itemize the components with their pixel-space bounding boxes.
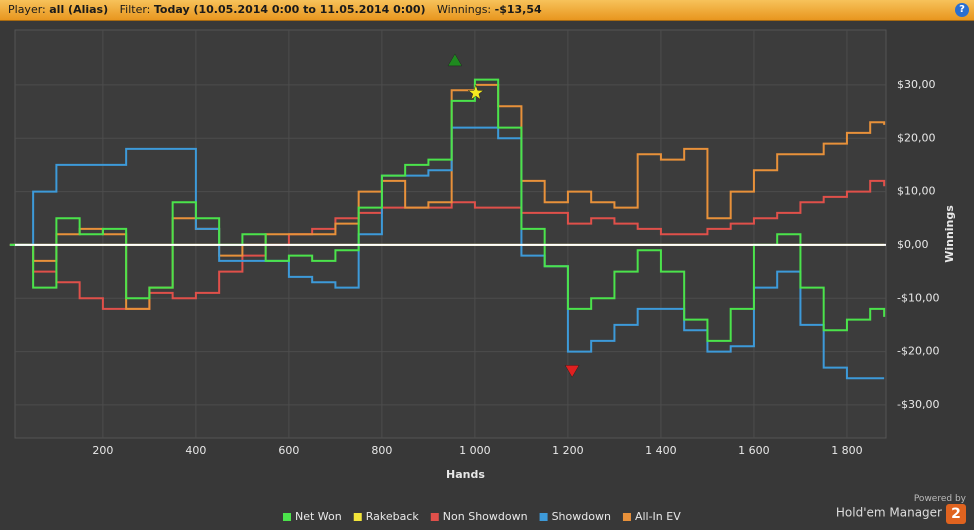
legend-label: Net Won: [295, 510, 342, 523]
legend-swatch: [283, 513, 291, 521]
x-tick-label: 400: [185, 444, 206, 457]
annotation-marker: [447, 53, 463, 67]
powered-by: Powered by: [913, 494, 966, 504]
legend-label: Rakeback: [366, 510, 420, 523]
winnings-label: Winnings:: [437, 3, 492, 16]
x-tick-label: 1 200: [552, 444, 584, 457]
y-tick-label: $20,00: [897, 131, 936, 144]
chart: -$30,00 -$20,00 -$10,00 $0,00 $10,00 $20,00 $3…: [9, 29, 956, 523]
logo: 2: [946, 504, 966, 524]
legend-swatch: [622, 513, 631, 521]
x-tick-label: 200: [92, 444, 113, 457]
x-tick-label: 800: [371, 444, 392, 457]
plot-area: [14, 29, 887, 439]
branding: Powered by Hold'em Manager 2: [836, 494, 966, 524]
legend: Net Won Rakeback Non Showdown Showdown All-I…: [283, 510, 681, 523]
y-tick-label: -$30,00: [897, 398, 939, 411]
header-bar: Player: all (Alias) Filter: Today (10.05…: [0, 0, 974, 21]
series-line: [9, 78, 886, 342]
winnings: -$13,54: [494, 3, 542, 16]
y-axis-label: Winnings: [943, 205, 956, 263]
series-line: [9, 126, 885, 380]
y-tick-label: -$10,00: [897, 291, 939, 304]
filter-label: Filter:: [119, 3, 151, 16]
x-tick-label: 1 600: [738, 444, 770, 457]
x-tick-label: 1 000: [459, 444, 491, 457]
x-tick-label: 1 400: [645, 444, 677, 457]
player-label: Player:: [8, 3, 46, 16]
x-tick-label: 600: [278, 444, 299, 457]
player: all (Alias): [49, 3, 109, 16]
y-tick-label: $0,00: [897, 238, 929, 251]
filter: Today (10.05.2014 0:00 to 11.05.2014 0:0…: [153, 3, 426, 16]
legend-label: Non Showdown: [443, 510, 528, 523]
annotation-marker: [467, 84, 485, 101]
y-tick-label: -$20,00: [897, 345, 939, 358]
x-tick-label: 1 800: [831, 444, 863, 457]
legend-label: All-In EV: [635, 510, 681, 523]
legend-label: Showdown: [552, 510, 611, 523]
y-tick-label: $10,00: [897, 185, 936, 198]
legend-swatch: [539, 513, 548, 521]
legend-swatch: [430, 513, 439, 521]
x-axis-label: Hands: [446, 468, 485, 481]
product: Hold'em Manager: [835, 505, 942, 520]
y-tick-label: $30,00: [897, 78, 936, 91]
help-button[interactable]: ?: [955, 3, 969, 17]
legend-swatch: [353, 513, 362, 521]
annotation-marker: [564, 365, 580, 378]
